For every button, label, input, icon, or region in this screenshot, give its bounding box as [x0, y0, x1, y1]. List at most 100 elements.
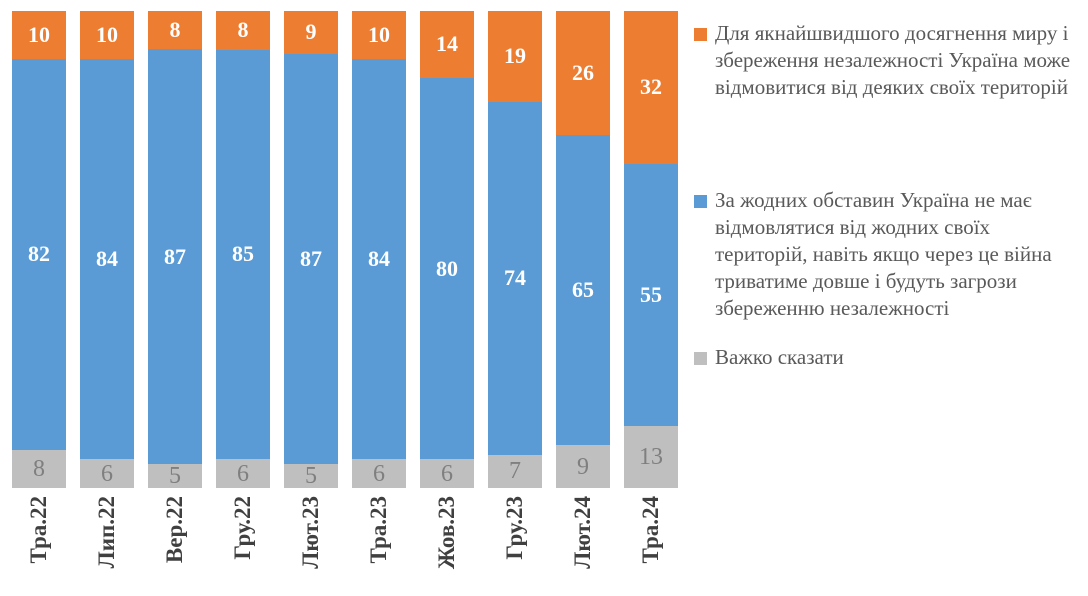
legend-marker-gray-icon — [694, 352, 707, 365]
bar-segment: 84 — [352, 58, 406, 460]
bar-value-label: 74 — [504, 265, 526, 291]
bar-segment: 26 — [556, 11, 610, 136]
bar-segment: 32 — [624, 11, 678, 164]
bar-column-Гру.22: 8 85 6 — [216, 11, 270, 488]
bar-segment: 6 — [420, 459, 474, 488]
x-axis-label-text: Тра.23 — [366, 496, 392, 564]
x-axis-label: Вер.22 — [148, 496, 202, 596]
bar-segment: 19 — [488, 11, 542, 102]
bar-segment: 8 — [148, 11, 202, 50]
bar-value-label: 6 — [441, 460, 453, 487]
bar-segment: 8 — [216, 11, 270, 50]
bar-value-label: 55 — [640, 281, 662, 307]
bar-value-label: 5 — [305, 463, 317, 490]
bar-value-label: 9 — [305, 19, 317, 45]
bar-column-Лют.23: 9 87 5 — [284, 11, 338, 488]
bar-segment: 82 — [12, 58, 66, 450]
bar-value-label: 9 — [577, 453, 589, 480]
bar-column-Тра.24: 32 55 13 — [624, 11, 678, 488]
plot-area: 10 82 8 10 84 6 8 87 5 8 85 6 9 87 5 10 84 6 14 80 6 19 74 7 26 6… — [12, 11, 678, 488]
bar-value-label: 8 — [33, 455, 45, 482]
bar-value-label: 14 — [436, 31, 458, 57]
bar-value-label: 7 — [509, 458, 521, 485]
bar-value-label: 82 — [28, 241, 50, 267]
x-axis-label-text: Вер.22 — [162, 496, 188, 564]
bar-segment: 74 — [488, 101, 542, 455]
bar-segment: 6 — [352, 459, 406, 488]
bar-segment: 13 — [624, 425, 678, 488]
bar-value-label: 87 — [164, 243, 186, 269]
bar-segment: 55 — [624, 163, 678, 426]
legend-marker-blue-icon — [694, 195, 707, 208]
bar-column-Лип.22: 10 84 6 — [80, 11, 134, 488]
legend-item-hard-to-say: Важко сказати — [694, 344, 1086, 371]
bar-value-label: 85 — [232, 241, 254, 267]
bar-segment: 9 — [556, 445, 610, 488]
legend: Для якнайшвидшого досягнення миру і збер… — [694, 20, 1086, 371]
bar-value-label: 26 — [572, 60, 594, 85]
bar-value-label: 80 — [436, 255, 458, 281]
x-axis-label-text: Жов.23 — [434, 496, 460, 570]
bar-value-label: 13 — [639, 443, 663, 470]
legend-marker-orange-icon — [694, 28, 707, 41]
bar-value-label: 6 — [237, 460, 249, 487]
bar-value-label: 84 — [368, 246, 390, 272]
bar-value-label: 6 — [373, 460, 385, 487]
legend-item-concede-territory: Для якнайшвидшого досягнення миру і збер… — [694, 20, 1086, 101]
bar-segment: 6 — [80, 459, 134, 488]
x-axis-label: Лип.22 — [80, 496, 134, 596]
bar-segment: 85 — [216, 49, 270, 460]
x-axis-label-text: Гру.22 — [230, 496, 256, 560]
bar-segment: 10 — [80, 11, 134, 59]
x-axis-label-text: Лют.23 — [298, 496, 324, 569]
x-axis-label-text: Тра.24 — [638, 496, 664, 564]
bar-column-Тра.23: 10 84 6 — [352, 11, 406, 488]
bar-segment: 87 — [148, 49, 202, 465]
bar-column-Вер.22: 8 87 5 — [148, 11, 202, 488]
legend-label: Важко сказати — [715, 345, 844, 369]
bar-segment: 14 — [420, 11, 474, 78]
x-axis-label: Жов.23 — [420, 496, 474, 596]
bar-column-Тра.22: 10 82 8 — [12, 11, 66, 488]
x-axis: Тра.22 Лип.22 Вер.22 Гру.22 Лют.23 Тра.23 Жов.… — [12, 496, 678, 596]
x-axis-label: Гру.22 — [216, 496, 270, 596]
bar-segment: 10 — [352, 11, 406, 59]
bar-segment: 65 — [556, 135, 610, 446]
legend-label: За жодних обставин Україна не має відмов… — [715, 188, 1052, 320]
bar-segment: 5 — [284, 464, 338, 488]
x-axis-label-text: Гру.23 — [502, 496, 528, 560]
bar-column-Лют.24: 26 65 9 — [556, 11, 610, 488]
bar-value-label: 5 — [169, 463, 181, 490]
bar-value-label: 8 — [237, 17, 249, 43]
bar-segment: 8 — [12, 449, 66, 488]
bar-segment: 87 — [284, 53, 338, 465]
x-axis-label: Тра.22 — [12, 496, 66, 596]
bar-segment: 7 — [488, 454, 542, 488]
bar-segment: 9 — [284, 11, 338, 54]
x-axis-label: Лют.24 — [556, 496, 610, 596]
bar-column-Жов.23: 14 80 6 — [420, 11, 474, 488]
bar-column-Гру.23: 19 74 7 — [488, 11, 542, 488]
x-axis-label-text: Лип.22 — [94, 496, 120, 569]
x-axis-label: Тра.23 — [352, 496, 406, 596]
bar-value-label: 8 — [169, 17, 181, 43]
bar-value-label: 10 — [28, 21, 50, 47]
bar-value-label: 65 — [572, 277, 594, 303]
bar-value-label: 10 — [368, 21, 390, 47]
bar-value-label: 19 — [504, 43, 526, 69]
bar-value-label: 87 — [300, 245, 322, 271]
bar-segment: 5 — [148, 464, 202, 488]
bar-segment: 10 — [12, 11, 66, 59]
bar-value-label: 10 — [96, 21, 118, 47]
x-axis-label: Тра.24 — [624, 496, 678, 596]
bar-segment: 6 — [216, 459, 270, 488]
x-axis-label-text: Тра.22 — [26, 496, 52, 564]
bar-value-label: 6 — [101, 460, 113, 487]
bar-value-label: 32 — [640, 74, 662, 100]
legend-item-no-concessions: За жодних обставин Україна не має відмов… — [694, 187, 1086, 322]
x-axis-label: Лют.23 — [284, 496, 338, 596]
x-axis-label-text: Лют.24 — [570, 496, 596, 569]
bar-segment: 84 — [80, 58, 134, 460]
bar-segment: 80 — [420, 77, 474, 460]
